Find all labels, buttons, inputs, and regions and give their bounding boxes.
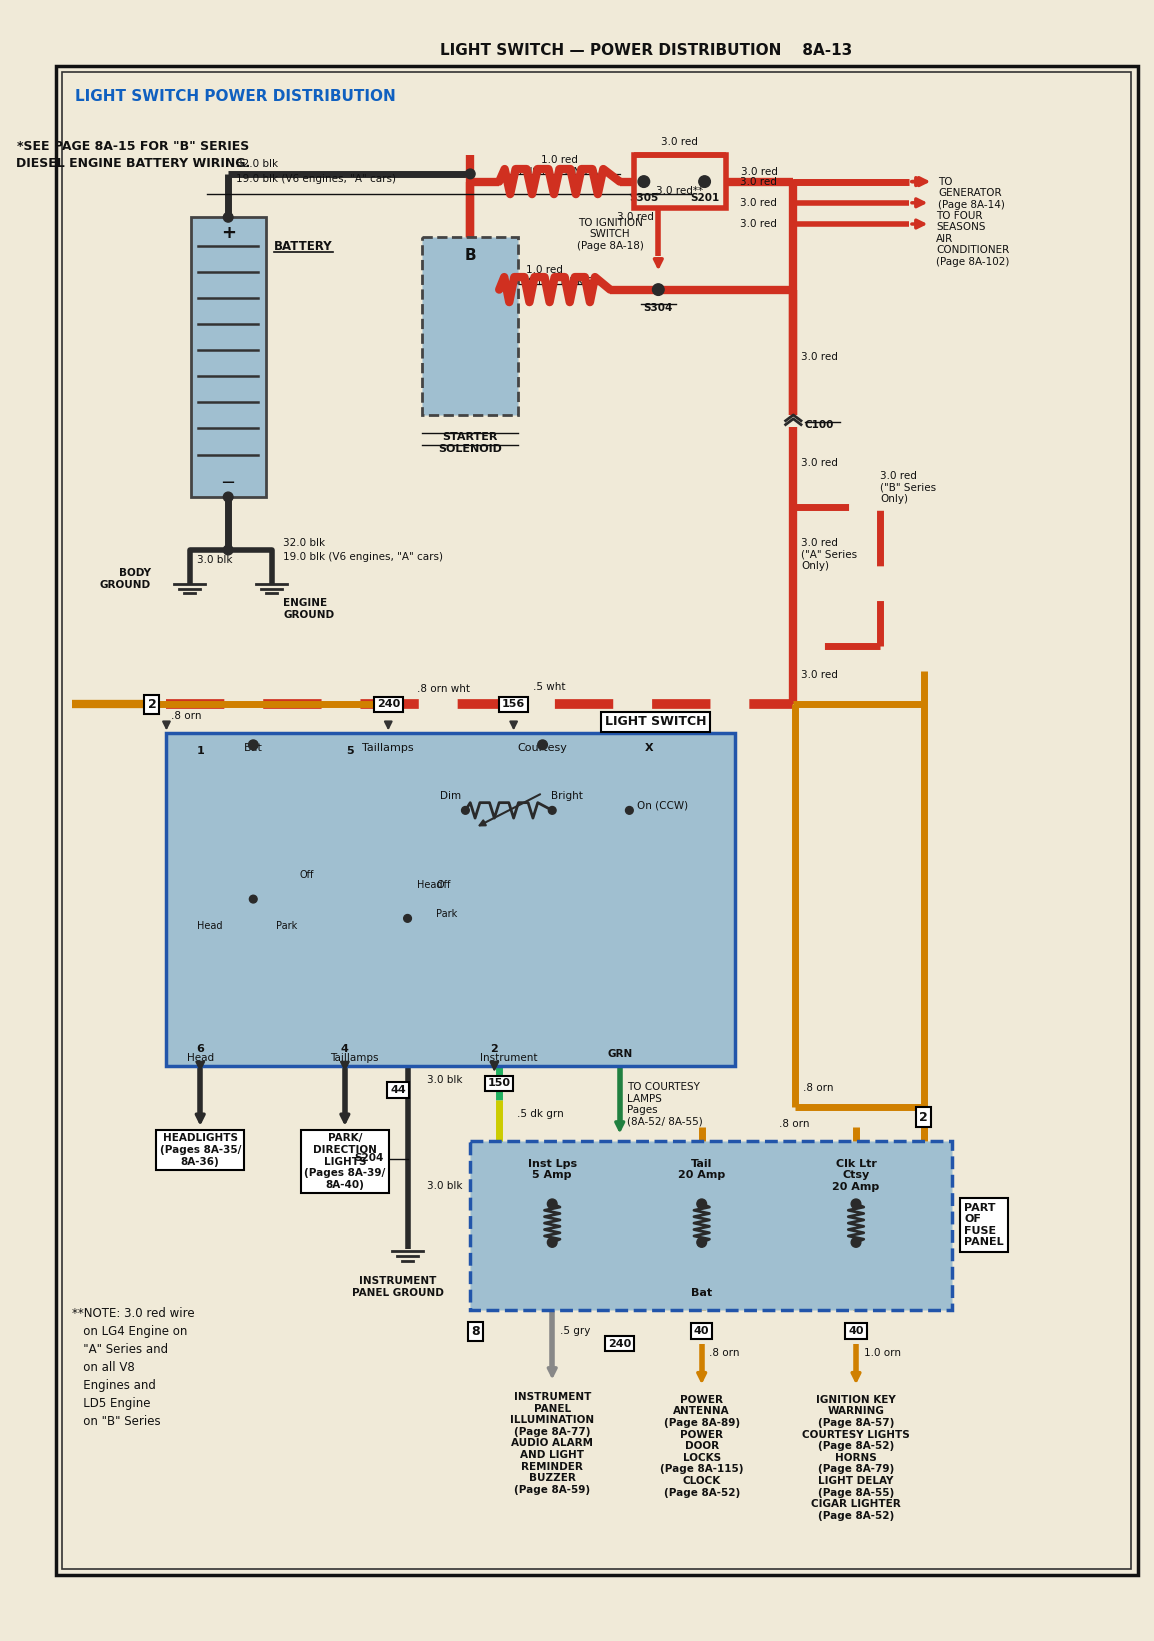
Text: 3.0 red
("B" Series
Only): 3.0 red ("B" Series Only) xyxy=(881,471,936,504)
Text: PARK/
DIRECTION
LIGHTS
(Pages 8A-39/
8A-40): PARK/ DIRECTION LIGHTS (Pages 8A-39/ 8A-… xyxy=(305,1134,385,1190)
Text: 3.0 red: 3.0 red xyxy=(741,167,778,177)
Text: 40: 40 xyxy=(694,1326,710,1336)
Text: STARTER: STARTER xyxy=(442,432,497,443)
Text: 240: 240 xyxy=(376,699,400,709)
Circle shape xyxy=(547,1237,557,1247)
Text: INSTRUMENT
PANEL
ILLUMINATION
(Page 8A-77)
AUDIO ALARM
AND LIGHT
REMINDER
BUZZER: INSTRUMENT PANEL ILLUMINATION (Page 8A-7… xyxy=(510,1392,594,1495)
Circle shape xyxy=(697,1200,706,1209)
Text: 5: 5 xyxy=(346,745,353,755)
Text: **NOTE: 3.0 red wire
   on LG4 Engine on
   "A" Series and
   on all V8
   Engin: **NOTE: 3.0 red wire on LG4 Engine on "A… xyxy=(72,1306,195,1428)
Text: 32.0 blk: 32.0 blk xyxy=(235,159,278,169)
Bar xyxy=(422,236,518,415)
Text: 3.0 red: 3.0 red xyxy=(740,218,777,230)
Text: TO
GENERATOR
(Page 8A-14): TO GENERATOR (Page 8A-14) xyxy=(938,177,1005,210)
Text: 3.0 blk: 3.0 blk xyxy=(197,555,233,565)
Text: 1: 1 xyxy=(196,745,204,755)
Circle shape xyxy=(548,806,556,814)
Text: 2: 2 xyxy=(919,1111,928,1124)
Text: Dim: Dim xyxy=(441,791,462,801)
Text: 2: 2 xyxy=(148,697,157,711)
Text: POWER
ANTENNA
(Page 8A-89)
POWER
DOOR
LOCKS
(Page 8A-115)
CLOCK
(Page 8A-52): POWER ANTENNA (Page 8A-89) POWER DOOR LO… xyxy=(660,1395,743,1498)
Circle shape xyxy=(697,1237,706,1247)
Text: Taillamps: Taillamps xyxy=(330,1054,379,1063)
Text: +: + xyxy=(220,223,235,241)
Circle shape xyxy=(224,492,233,502)
Text: ENGINE
GROUND: ENGINE GROUND xyxy=(283,599,335,620)
Text: TO FOUR
SEASONS
AIR
CONDITIONER
(Page 8A-102): TO FOUR SEASONS AIR CONDITIONER (Page 8A… xyxy=(936,210,1010,267)
Circle shape xyxy=(852,1200,861,1209)
Text: 150: 150 xyxy=(488,1078,511,1088)
Text: *SEE PAGE 8A-15 FOR "B" SERIES
DIESEL ENGINE BATTERY WIRING.: *SEE PAGE 8A-15 FOR "B" SERIES DIESEL EN… xyxy=(16,139,249,171)
Text: 3.0 red: 3.0 red xyxy=(801,353,838,363)
Text: 3.0 red: 3.0 red xyxy=(801,458,838,468)
Text: Head: Head xyxy=(197,921,223,930)
Text: B: B xyxy=(464,248,477,263)
Text: 3.0 blk: 3.0 blk xyxy=(427,1182,463,1191)
Text: 3.0 red: 3.0 red xyxy=(661,136,698,148)
Text: S304: S304 xyxy=(644,304,673,313)
Circle shape xyxy=(462,806,470,814)
Text: LIGHT SWITCH — POWER DISTRIBUTION    8A-13: LIGHT SWITCH — POWER DISTRIBUTION 8A-13 xyxy=(440,43,852,57)
Text: IGNITION KEY
WARNING
(Page 8A-57)
COURTESY LIGHTS
(Page 8A-52)
HORNS
(Page 8A-79: IGNITION KEY WARNING (Page 8A-57) COURTE… xyxy=(802,1395,909,1521)
Text: Inst Lps
5 Amp: Inst Lps 5 Amp xyxy=(527,1159,577,1180)
Text: 6: 6 xyxy=(196,1044,204,1054)
Circle shape xyxy=(652,284,664,295)
Text: GRN: GRN xyxy=(607,1049,632,1060)
Text: FUSIBLE LINK B: FUSIBLE LINK B xyxy=(515,277,594,287)
Text: BATTERY: BATTERY xyxy=(273,240,332,253)
Circle shape xyxy=(852,1237,861,1247)
Bar xyxy=(166,734,735,1067)
Text: S204: S204 xyxy=(354,1152,383,1162)
Text: X: X xyxy=(644,743,653,753)
Text: 8: 8 xyxy=(471,1324,479,1337)
Text: Off: Off xyxy=(436,880,451,889)
Text: 44: 44 xyxy=(390,1085,406,1095)
Text: C100: C100 xyxy=(804,420,834,430)
Text: Park: Park xyxy=(436,909,458,919)
Text: 1.0 red: 1.0 red xyxy=(526,266,563,276)
Text: SOLENOID: SOLENOID xyxy=(439,445,502,455)
Text: On (CCW): On (CCW) xyxy=(637,801,688,811)
Bar xyxy=(635,154,726,208)
Text: Bat: Bat xyxy=(243,743,263,753)
Text: .5 dk grn: .5 dk grn xyxy=(517,1109,563,1119)
Text: .8 orn: .8 orn xyxy=(710,1349,740,1359)
Text: Bat: Bat xyxy=(691,1288,712,1298)
Circle shape xyxy=(699,176,711,187)
Circle shape xyxy=(625,806,634,814)
Text: 4: 4 xyxy=(340,1044,349,1054)
Text: Tail
20 Amp: Tail 20 Amp xyxy=(679,1159,726,1180)
Text: 40: 40 xyxy=(848,1326,863,1336)
Bar xyxy=(190,217,265,497)
Text: Head: Head xyxy=(418,880,443,889)
Text: Head: Head xyxy=(187,1054,213,1063)
Circle shape xyxy=(404,914,412,922)
Text: BODY
GROUND: BODY GROUND xyxy=(100,568,151,589)
Text: Off: Off xyxy=(299,870,314,880)
Text: .8 orn: .8 orn xyxy=(171,711,202,720)
Text: FUSIBLE LINK A: FUSIBLE LINK A xyxy=(519,167,599,177)
Text: INSTRUMENT
PANEL GROUND: INSTRUMENT PANEL GROUND xyxy=(352,1277,444,1298)
Text: TO IGNITION
SWITCH
(Page 8A-18): TO IGNITION SWITCH (Page 8A-18) xyxy=(577,218,644,251)
Text: Clk Ltr
Ctsy
20 Amp: Clk Ltr Ctsy 20 Amp xyxy=(832,1159,879,1191)
Text: S305: S305 xyxy=(629,194,659,203)
Text: 3.0 red: 3.0 red xyxy=(801,671,838,681)
Circle shape xyxy=(249,896,257,903)
Text: 3.0 red**: 3.0 red** xyxy=(655,187,703,197)
Text: TO COURTESY
LAMPS
Pages
(8A-52/ 8A-55): TO COURTESY LAMPS Pages (8A-52/ 8A-55) xyxy=(628,1081,703,1127)
Bar xyxy=(470,1140,952,1310)
Text: Taillamps: Taillamps xyxy=(362,743,414,753)
Text: .5 wht: .5 wht xyxy=(533,683,565,693)
Text: −: − xyxy=(220,474,235,492)
Circle shape xyxy=(224,212,233,222)
Text: .8 orn wht: .8 orn wht xyxy=(418,684,470,694)
Text: 3.0 red: 3.0 red xyxy=(740,177,777,187)
Text: 3.0 red
("A" Series
Only): 3.0 red ("A" Series Only) xyxy=(801,538,857,571)
Text: 3.0 red: 3.0 red xyxy=(740,199,777,208)
Text: 3.0 blk: 3.0 blk xyxy=(427,1075,463,1085)
Text: LIGHT SWITCH: LIGHT SWITCH xyxy=(605,715,706,729)
Text: 3.0 red: 3.0 red xyxy=(616,212,653,223)
Circle shape xyxy=(224,545,233,555)
Text: HEADLIGHTS
(Pages 8A-35/
8A-36): HEADLIGHTS (Pages 8A-35/ 8A-36) xyxy=(159,1134,241,1167)
Text: Instrument: Instrument xyxy=(480,1054,538,1063)
